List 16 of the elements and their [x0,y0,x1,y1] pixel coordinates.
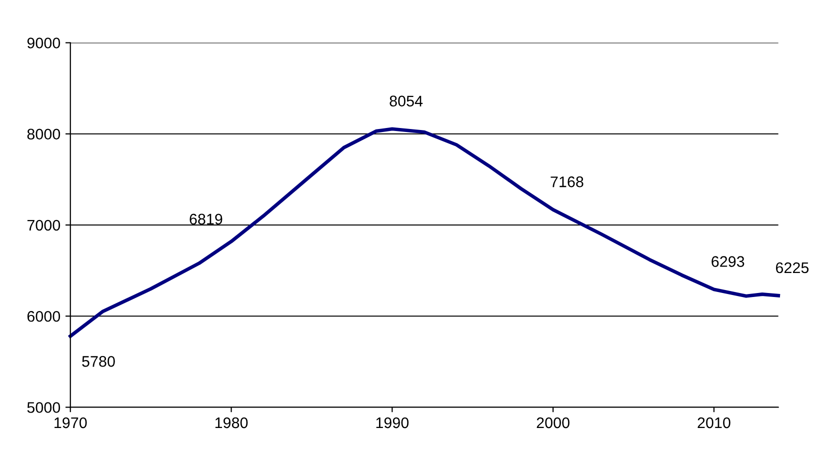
y-tick-label: 9000 [27,38,60,48]
y-tick-label: 5000 [27,402,60,413]
x-tick-label: 1970 [54,417,87,428]
y-tick-label: 6000 [27,310,60,322]
x-tick-label: 2010 [698,417,730,428]
y-tick-label: 8000 [27,128,60,140]
data-label: 6819 [190,214,222,225]
x-tick-label: 1980 [215,417,248,428]
x-tick-label: 2000 [536,417,570,428]
data-label: 5780 [82,356,115,367]
data-label: 7168 [550,176,584,188]
data-label: 6293 [712,256,744,267]
y-tick-label: 7000 [27,220,60,231]
data-label: 6225 [776,262,809,274]
x-tick-label: 1990 [376,417,409,428]
data-label: 8054 [390,96,423,106]
